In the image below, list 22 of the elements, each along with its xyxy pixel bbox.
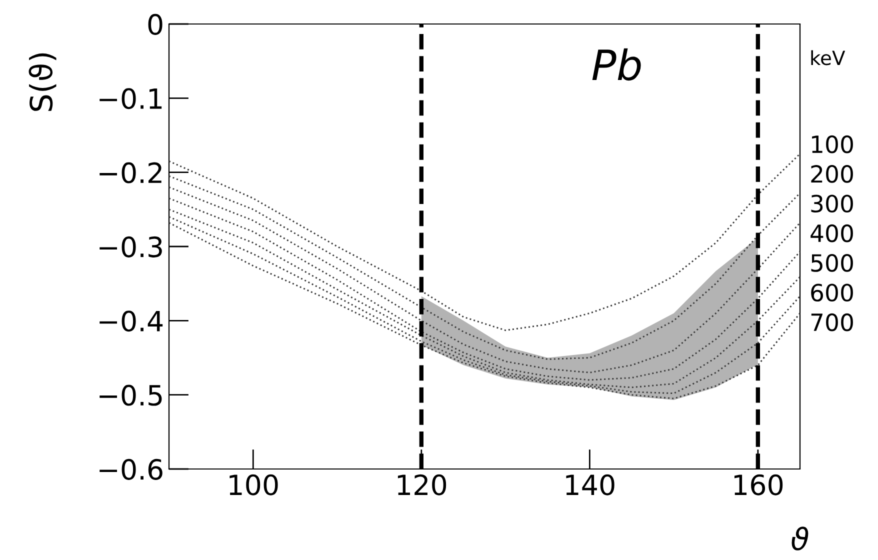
y-tick-label: −0.1 — [100, 88, 162, 110]
series-label: 700 — [811, 313, 853, 332]
x-tick-label: 100 — [230, 474, 278, 496]
y-tick-label: 0 — [148, 14, 162, 35]
series-label: 400 — [810, 224, 853, 242]
series-label: 300 — [811, 194, 853, 213]
x-tick-label: 160 — [734, 474, 783, 496]
x-tick-label: 140 — [566, 474, 614, 496]
y-axis-title: S(ϑ) — [28, 53, 56, 111]
series-label: 200 — [811, 165, 853, 183]
x-tick-label: 120 — [398, 474, 446, 496]
x-axis-title: ϑ — [792, 526, 808, 550]
y-tick-label: −0.2 — [100, 162, 162, 184]
y-tick-label: −0.5 — [100, 384, 162, 406]
series-label: 500 — [811, 254, 853, 272]
series-label: 100 — [812, 135, 853, 154]
series-label: 600 — [811, 284, 853, 302]
y-tick-label: −0.6 — [100, 458, 162, 480]
annotation: Pb — [592, 48, 641, 81]
legend-title: keV — [811, 50, 846, 66]
y-tick-label: −0.3 — [100, 236, 162, 258]
y-tick-label: −0.4 — [100, 310, 163, 332]
